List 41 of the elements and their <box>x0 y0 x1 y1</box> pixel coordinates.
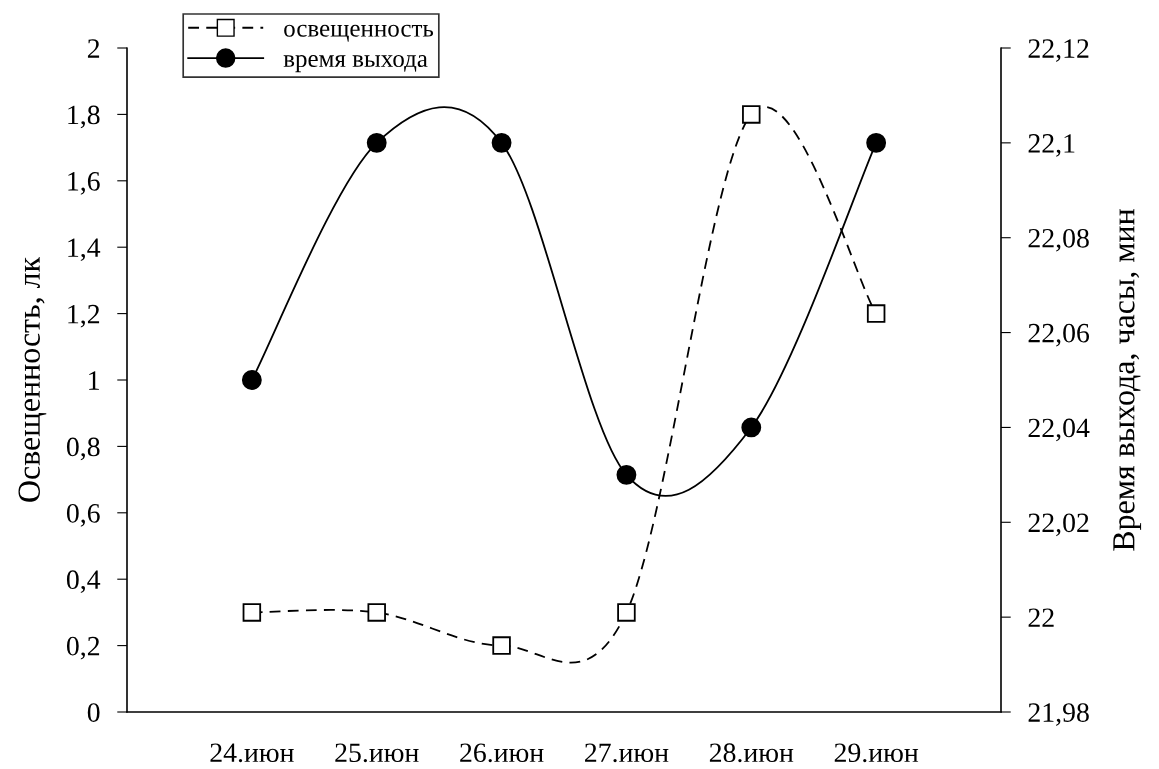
y2-tick-label: 22,08 <box>1028 228 1089 252</box>
point <box>366 132 387 153</box>
y2-tick-label: 22,1 <box>1028 134 1075 157</box>
y-tick-label: 0,6 <box>66 503 100 527</box>
y-tick-label: 1,6 <box>68 172 100 195</box>
y-tick-label: 0,4 <box>66 570 101 594</box>
point <box>742 105 761 124</box>
y2-tick-label: 22,04 <box>1028 418 1090 442</box>
y2-axis-title: Время выхода, часы, мин <box>1113 209 1142 551</box>
point <box>741 417 762 438</box>
y-axis-title: Освещенность, лк <box>18 256 47 502</box>
y2-tick-label: 22,06 <box>1028 323 1090 347</box>
x-tick-label: 28.июн <box>709 743 794 763</box>
x-tick-label: 24.июн <box>210 743 294 763</box>
y-tick-label: 2 <box>87 39 100 58</box>
point <box>492 636 511 655</box>
x-tick-label: 26.июн <box>460 743 544 763</box>
point <box>491 132 512 153</box>
y2-tick-label: 22 <box>1028 608 1054 627</box>
y-tick-label: 0,8 <box>66 437 100 461</box>
x-tick-label: 29.июн <box>834 743 919 763</box>
y-tick-label: 1 <box>89 371 99 390</box>
point <box>617 603 636 622</box>
y-tick-label: 0 <box>87 703 100 722</box>
point <box>866 132 887 153</box>
point <box>242 603 262 622</box>
y2-tick-label: 22,02 <box>1028 513 1089 537</box>
x-tick-label: 27.июн <box>585 743 669 763</box>
y2-tick-label: 22,12 <box>1028 39 1089 62</box>
point <box>866 304 886 323</box>
x-tick-label: 25.июн <box>335 743 419 763</box>
point <box>616 464 637 485</box>
y2-tick-label: 21,98 <box>1028 703 1089 726</box>
point <box>367 603 386 622</box>
y-tick-label: 1,2 <box>68 304 100 328</box>
y-tick-label: 1,4 <box>68 238 101 262</box>
legend-label: освещенность <box>284 24 434 42</box>
legend-label: время выхода <box>283 55 428 73</box>
point <box>241 370 262 390</box>
y-tick-label: 1,8 <box>68 105 100 129</box>
y-tick-label: 0,2 <box>66 636 100 660</box>
